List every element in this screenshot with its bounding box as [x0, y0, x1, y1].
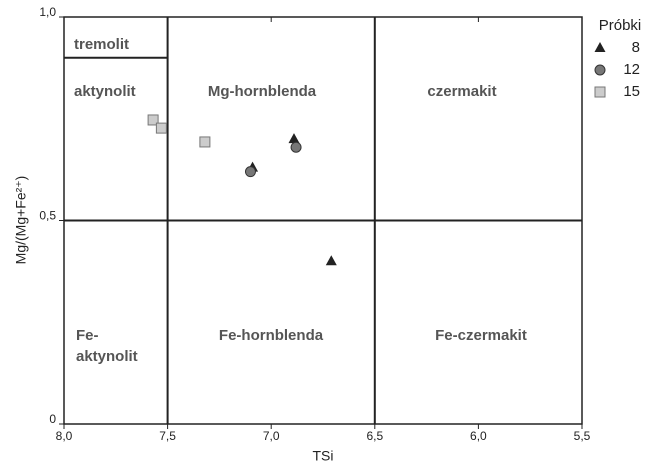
marker — [288, 133, 300, 144]
x-tick-label: 5,5 — [574, 429, 591, 443]
region-label: Fe-czermakit — [435, 327, 527, 344]
marker — [147, 114, 159, 126]
region-label: Fe-hornblenda — [219, 327, 324, 344]
legend-marker — [594, 64, 606, 76]
region-label: czermakit — [427, 83, 496, 100]
region-label: aktynolit — [74, 83, 136, 100]
marker — [155, 122, 167, 134]
x-tick-label: 6,5 — [366, 429, 383, 443]
x-tick-label: 7,0 — [263, 429, 280, 443]
marker — [199, 136, 211, 148]
y-tick-label: 1,0 — [39, 5, 56, 19]
marker — [290, 141, 302, 153]
x-tick-label: 8,0 — [56, 429, 73, 443]
legend-label: 12 — [623, 61, 640, 78]
legend-label: 8 — [632, 39, 640, 56]
legend-marker — [594, 86, 606, 98]
marker — [325, 255, 337, 266]
y-axis-label: Mg/(Mg+Fe²⁺) — [13, 176, 29, 265]
y-tick-label: 0,5 — [39, 209, 56, 223]
region-label: tremolit — [74, 36, 129, 53]
region-label: Fe- — [76, 327, 99, 344]
region-label: aktynolit — [76, 348, 138, 365]
legend-marker — [594, 42, 606, 52]
x-axis-label: TSi — [313, 448, 334, 464]
y-tick-label: 0 — [49, 412, 56, 426]
region-label: Mg-hornblenda — [208, 83, 317, 100]
marker — [244, 166, 256, 178]
legend-title: Próbki — [599, 17, 642, 34]
x-tick-label: 6,0 — [470, 429, 487, 443]
x-tick-label: 7,5 — [159, 429, 176, 443]
legend-label: 15 — [623, 83, 640, 100]
